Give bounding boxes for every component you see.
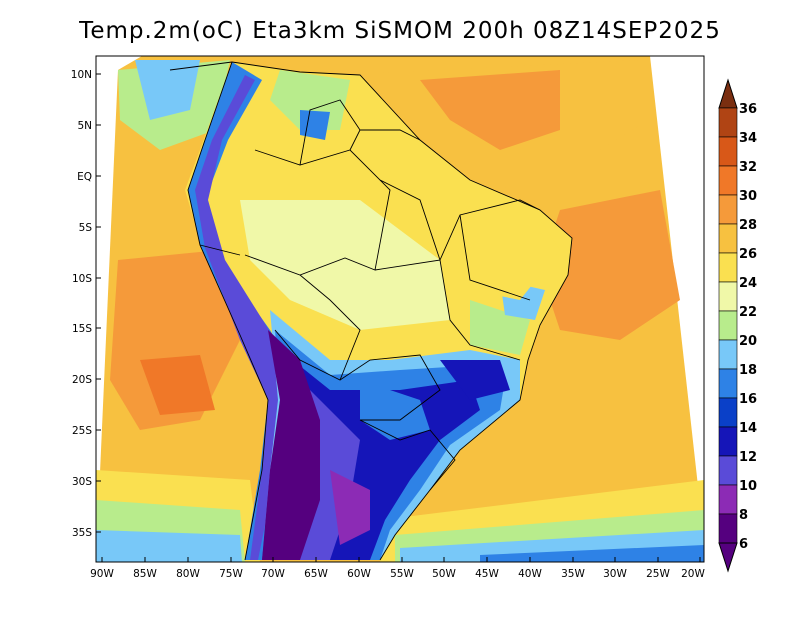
lat-label: 30S xyxy=(72,476,92,488)
lat-label: 20S xyxy=(72,374,92,386)
lon-label: 45W xyxy=(475,568,499,580)
latitude-axis: 10N 5N EQ 5S 10S 15S 20S 25S 30S 35S xyxy=(71,69,101,539)
lon-label: 85W xyxy=(133,568,157,580)
colorbar-level-label: 18 xyxy=(739,363,757,378)
lon-label: 60W xyxy=(347,568,371,580)
colorbar-swatch xyxy=(718,310,738,341)
colorbar-swatch xyxy=(718,136,738,167)
colorbar-level-label: 28 xyxy=(739,218,757,233)
colorbar-swatch xyxy=(718,252,738,283)
lat-label: 10N xyxy=(71,69,92,81)
lat-label: EQ xyxy=(77,171,92,183)
lat-label: 5S xyxy=(79,222,93,234)
colorbar-swatches xyxy=(718,78,738,573)
country-borders xyxy=(169,61,573,561)
colorbar-min-arrow xyxy=(718,542,738,573)
lat-label: 10S xyxy=(72,273,92,285)
colorbar-swatch xyxy=(718,107,738,138)
colorbar-swatch xyxy=(718,484,738,515)
colorbar-swatch xyxy=(718,194,738,225)
colorbar-level-label: 14 xyxy=(739,421,757,436)
lat-label: 35S xyxy=(72,527,92,539)
map-title: Temp.2m(oC) Eta3km SiSMOM 200h 08Z14SEP2… xyxy=(79,18,721,44)
lon-label: 25W xyxy=(646,568,670,580)
colorbar-swatch xyxy=(718,223,738,254)
colorbar: 36 34 32 30 28 26 24 22 20 18 16 14 12 10 8 6 xyxy=(718,78,757,573)
lat-label: 25S xyxy=(72,425,92,437)
colorbar-level-label: 26 xyxy=(739,247,757,262)
lon-label: 55W xyxy=(390,568,414,580)
lat-label: 15S xyxy=(72,323,92,335)
lon-label: 50W xyxy=(432,568,456,580)
colorbar-level-label: 10 xyxy=(739,479,757,494)
lon-label: 90W xyxy=(90,568,114,580)
colorbar-swatch xyxy=(718,368,738,399)
longitude-axis: 90W 85W 80W 75W 70W 65W 60W 55W 50W 45W … xyxy=(90,557,705,580)
lon-label: 70W xyxy=(261,568,285,580)
colorbar-max-arrow xyxy=(718,78,738,109)
colorbar-level-label: 30 xyxy=(739,189,757,204)
colorbar-swatch xyxy=(718,455,738,486)
colorbar-labels: 36 34 32 30 28 26 24 22 20 18 16 14 12 10 8 6 xyxy=(739,102,757,552)
lat-label: 5N xyxy=(77,120,92,132)
lon-label: 40W xyxy=(518,568,542,580)
plot-frame xyxy=(95,55,705,563)
colorbar-level-label: 36 xyxy=(739,102,757,117)
temperature-field xyxy=(96,56,704,562)
lon-label: 35W xyxy=(561,568,585,580)
colorbar-level-label: 8 xyxy=(739,508,748,523)
colorbar-swatch xyxy=(718,513,738,544)
lon-label: 80W xyxy=(176,568,200,580)
lon-label: 20W xyxy=(681,568,705,580)
lon-label: 75W xyxy=(219,568,243,580)
colorbar-level-label: 6 xyxy=(739,537,748,552)
colorbar-swatch xyxy=(718,281,738,312)
colorbar-level-label: 22 xyxy=(739,305,757,320)
colorbar-swatch xyxy=(718,397,738,428)
colorbar-level-label: 16 xyxy=(739,392,757,407)
lon-label: 65W xyxy=(304,568,328,580)
colorbar-level-label: 34 xyxy=(739,131,757,146)
colorbar-level-label: 12 xyxy=(739,450,757,465)
lon-label: 30W xyxy=(603,568,627,580)
colorbar-swatch xyxy=(718,339,738,370)
colorbar-swatch xyxy=(718,165,738,196)
colorbar-level-label: 20 xyxy=(739,334,757,349)
colorbar-level-label: 32 xyxy=(739,160,757,175)
colorbar-swatch xyxy=(718,426,738,457)
colorbar-level-label: 24 xyxy=(739,276,757,291)
